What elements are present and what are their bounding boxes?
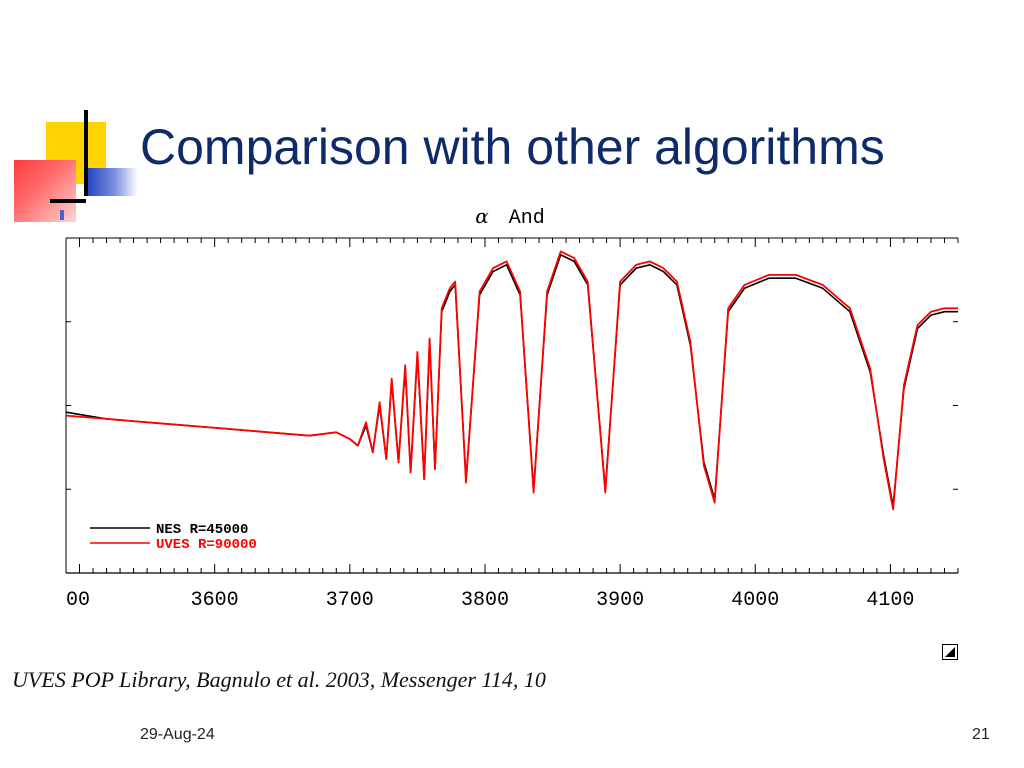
- decor-bar-blue: [86, 168, 138, 196]
- chart-series: [65, 250, 958, 511]
- source-caption: UVES POP Library, Bagnulo et al. 2003, M…: [12, 667, 546, 692]
- x-tick-label: 4000: [731, 589, 779, 612]
- resize-corner-icon[interactable]: [942, 644, 958, 660]
- series-line-uves: [65, 250, 958, 511]
- chart-ticks: [65, 238, 959, 573]
- x-tick-label: 3600: [191, 589, 239, 612]
- chart-title-text: And: [509, 207, 545, 230]
- x-tick-label: 3800: [461, 589, 509, 612]
- legend-label-uves: UVES R=90000: [156, 537, 257, 553]
- x-tick-label: 00: [66, 589, 90, 612]
- decor-square-red: [14, 160, 76, 222]
- slide-title: Comparison with other algorithms: [140, 119, 885, 175]
- decor-vertical-line: [84, 110, 88, 196]
- decor-blue-tick: [60, 210, 64, 220]
- series-line-nes: [65, 253, 958, 507]
- chart-title-symbol: α: [475, 204, 489, 228]
- spectrum-chart: 00 3600 3700 3800 3900 4000 4100 NES R=45000UV…: [65, 204, 959, 612]
- chart-labels: 00 3600 3700 3800 3900 4000 4100: [66, 589, 914, 612]
- slide-number: 21: [972, 726, 990, 743]
- footer-date: 29-Aug-24: [140, 726, 215, 743]
- decor-horizontal-line: [50, 199, 86, 203]
- chart-title: α And: [475, 204, 545, 230]
- x-tick-label: 3700: [326, 589, 374, 612]
- x-tick-label: 3900: [596, 589, 644, 612]
- x-tick-label: 4100: [866, 589, 914, 612]
- legend-label-nes: NES R=45000: [156, 522, 248, 538]
